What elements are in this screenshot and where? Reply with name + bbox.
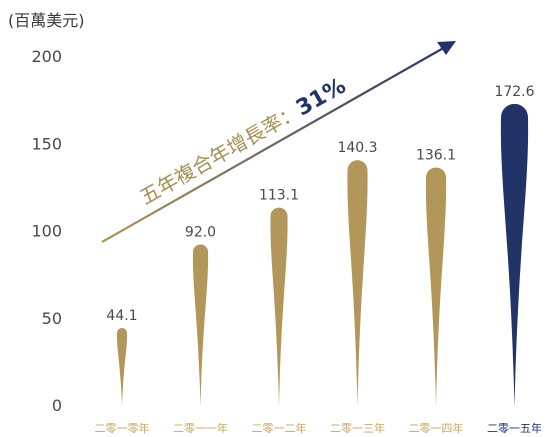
growth-arrow-line	[101, 45, 448, 243]
bar	[347, 160, 368, 407]
data-label: 136.1	[416, 148, 456, 164]
growth-annotation-label: 五年複合年增長率：31%	[136, 74, 351, 211]
data-label: 92.0	[185, 224, 216, 240]
y-axis-label: (百萬美元)	[8, 11, 85, 30]
bars	[116, 103, 529, 408]
growth-annotation-value: 31%	[292, 74, 350, 122]
bar	[192, 244, 209, 407]
y-tick-label: 100	[31, 222, 62, 241]
y-tick-label: 200	[31, 47, 62, 66]
bar	[270, 207, 288, 407]
y-tick-label: 150	[31, 134, 62, 153]
y-tick-label: 0	[52, 396, 62, 415]
x-tick-label: 二零一四年	[409, 421, 464, 435]
x-tick-label: 二零一五年	[487, 421, 542, 435]
x-tick-label: 二零一二年	[252, 421, 307, 435]
x-axis-ticks: 二零一零年 二零一一年 二零一二年 二零一三年 二零一四年 二零一五年	[95, 421, 543, 435]
growth-arrow-head	[437, 41, 456, 55]
x-tick-label: 二零一零年	[95, 421, 150, 435]
y-axis-ticks: 0 50 100 150 200	[31, 47, 62, 415]
data-label: 140.3	[337, 140, 377, 156]
data-label: 113.1	[259, 188, 299, 204]
bar	[500, 103, 529, 408]
data-label: 172.6	[494, 84, 534, 100]
data-label: 44.1	[106, 308, 137, 324]
x-tick-label: 二零一一年	[173, 421, 228, 435]
bar	[116, 328, 128, 407]
data-labels: 44.1 92.0 113.1 140.3 136.1 172.6	[106, 84, 534, 324]
x-tick-label: 二零一三年	[330, 421, 385, 435]
y-tick-label: 50	[42, 309, 62, 328]
bar	[425, 167, 447, 407]
